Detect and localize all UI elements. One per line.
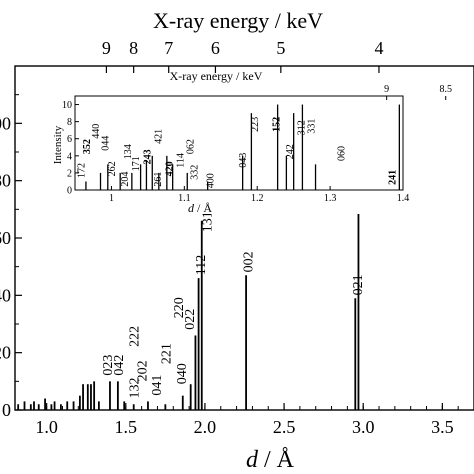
inset-peak-label: 241	[388, 170, 399, 185]
inset-peak-label: 114	[175, 153, 186, 168]
main-peak-label: 041	[150, 375, 165, 396]
main-peak-label: 220	[172, 297, 187, 318]
inset-peak-label: 421	[154, 129, 165, 144]
inset-peak-label: 440	[91, 124, 102, 139]
main-x-tick-label: 2.5	[273, 417, 296, 437]
inset-plot-frame	[74, 95, 404, 191]
inset-x-tick-label: 1.3	[324, 193, 337, 204]
inset-peak-label: 152	[272, 117, 283, 132]
inset-peak-label: 242	[285, 144, 296, 159]
main-x-tick-label: 3.0	[352, 417, 375, 437]
main-x-tick-label: 1.0	[35, 417, 58, 437]
inset-x-tick-label: 1.4	[397, 193, 410, 204]
main-x-axis-label-symbol: d	[246, 447, 259, 473]
inset-peak-label: 044	[100, 136, 111, 151]
inset-peak-label: 243	[143, 149, 154, 164]
main-x-axis-label: d / Å	[246, 447, 295, 473]
main-y-tick-label: 0	[2, 400, 11, 420]
inset-y-tick-label: 8	[67, 117, 72, 128]
main-y-tick-label: 40	[0, 285, 11, 305]
inset-x-axis-label-unit: / Å	[194, 201, 212, 215]
inset-peak-label: 331	[307, 119, 318, 134]
inset-peak-label: 261	[153, 172, 164, 187]
inset-peak-label: 352	[82, 139, 93, 154]
main-y-tick-label: 80	[0, 171, 11, 191]
inset-x-tick-label: 1	[109, 193, 114, 204]
main-ticks: 1.01.52.02.53.03.50204060801009876543	[0, 38, 459, 437]
inset-peak-label: 223	[250, 117, 261, 132]
main-plot: 1.01.52.02.53.03.50204060801009876543 11…	[0, 8, 474, 473]
main-x-axis-label-unit: / Å	[258, 447, 295, 473]
inset-peak-label: 171	[131, 156, 142, 171]
main-y-tick-label: 20	[0, 343, 11, 363]
inset-peaks	[85, 104, 401, 190]
main-top-tick-label: 8	[129, 38, 138, 58]
main-peak-label: 131	[201, 211, 216, 232]
main-peak-label: 021	[351, 274, 366, 295]
main-top-tick-label: 5	[276, 38, 285, 58]
inset-x-tick-label: 1.1	[178, 193, 191, 204]
inset-top-tick-label: 9	[384, 84, 389, 95]
main-peak-label: 222	[128, 326, 143, 347]
main-y-tick-label: 100	[0, 113, 11, 133]
inset-peak-label: 043	[238, 153, 249, 168]
main-peak-label: 023	[101, 355, 116, 376]
inset-peak-label: 204	[120, 172, 131, 187]
main-peak-label: 040	[175, 363, 190, 384]
main-peak-label: 002	[242, 251, 257, 272]
inset-peak-label: 172	[76, 163, 87, 178]
inset-peak-label: 262	[107, 161, 118, 176]
inset-peak-label: 312	[296, 120, 307, 135]
inset-y-axis-label: Intensity	[52, 125, 64, 164]
main-top-tick-label: 7	[164, 38, 173, 58]
inset-peak-label: 400	[205, 173, 216, 188]
main-peak-label: 132	[128, 378, 143, 399]
inset-top-tick-label: 8.5	[439, 84, 452, 95]
inset-peak-label: 134	[123, 144, 134, 159]
main-top-tick-label: 6	[211, 38, 220, 58]
inset-y-tick-label: 2	[67, 168, 72, 179]
main-peak-label: 042	[112, 355, 127, 376]
main-peak-label: 022	[183, 309, 198, 330]
inset-peak-label: 332	[189, 165, 200, 180]
main-x-tick-label: 3.5	[431, 417, 454, 437]
inset-y-tick-label: 10	[62, 100, 72, 111]
inset-peak-label: 062	[186, 139, 197, 154]
main-y-tick-label: 60	[0, 228, 11, 248]
inset-x-tick-label: 1.2	[251, 193, 264, 204]
inset-peak-label: 060	[337, 146, 348, 161]
inset-background	[55, 93, 413, 214]
main-peak-label: 221	[159, 343, 174, 364]
main-top-tick-label: 4	[374, 38, 383, 58]
main-top-axis-label: X-ray energy / keV	[153, 8, 323, 33]
inset-y-tick-label: 0	[67, 186, 72, 197]
inset-y-tick-label: 4	[67, 151, 72, 162]
main-x-tick-label: 1.5	[115, 417, 138, 437]
inset-x-axis-label-symbol: d	[188, 201, 195, 215]
inset-top-axis-label: X-ray energy / keV	[170, 69, 263, 83]
main-peak-label: 112	[194, 255, 209, 275]
main-peak-label: 202	[136, 360, 151, 381]
inset-peak-label: 420	[165, 161, 176, 176]
inset-y-tick-label: 6	[67, 134, 72, 145]
main-top-tick-label: 9	[102, 38, 111, 58]
main-x-tick-label: 2.0	[194, 417, 217, 437]
inset-x-axis-label: d / Å	[188, 201, 212, 215]
